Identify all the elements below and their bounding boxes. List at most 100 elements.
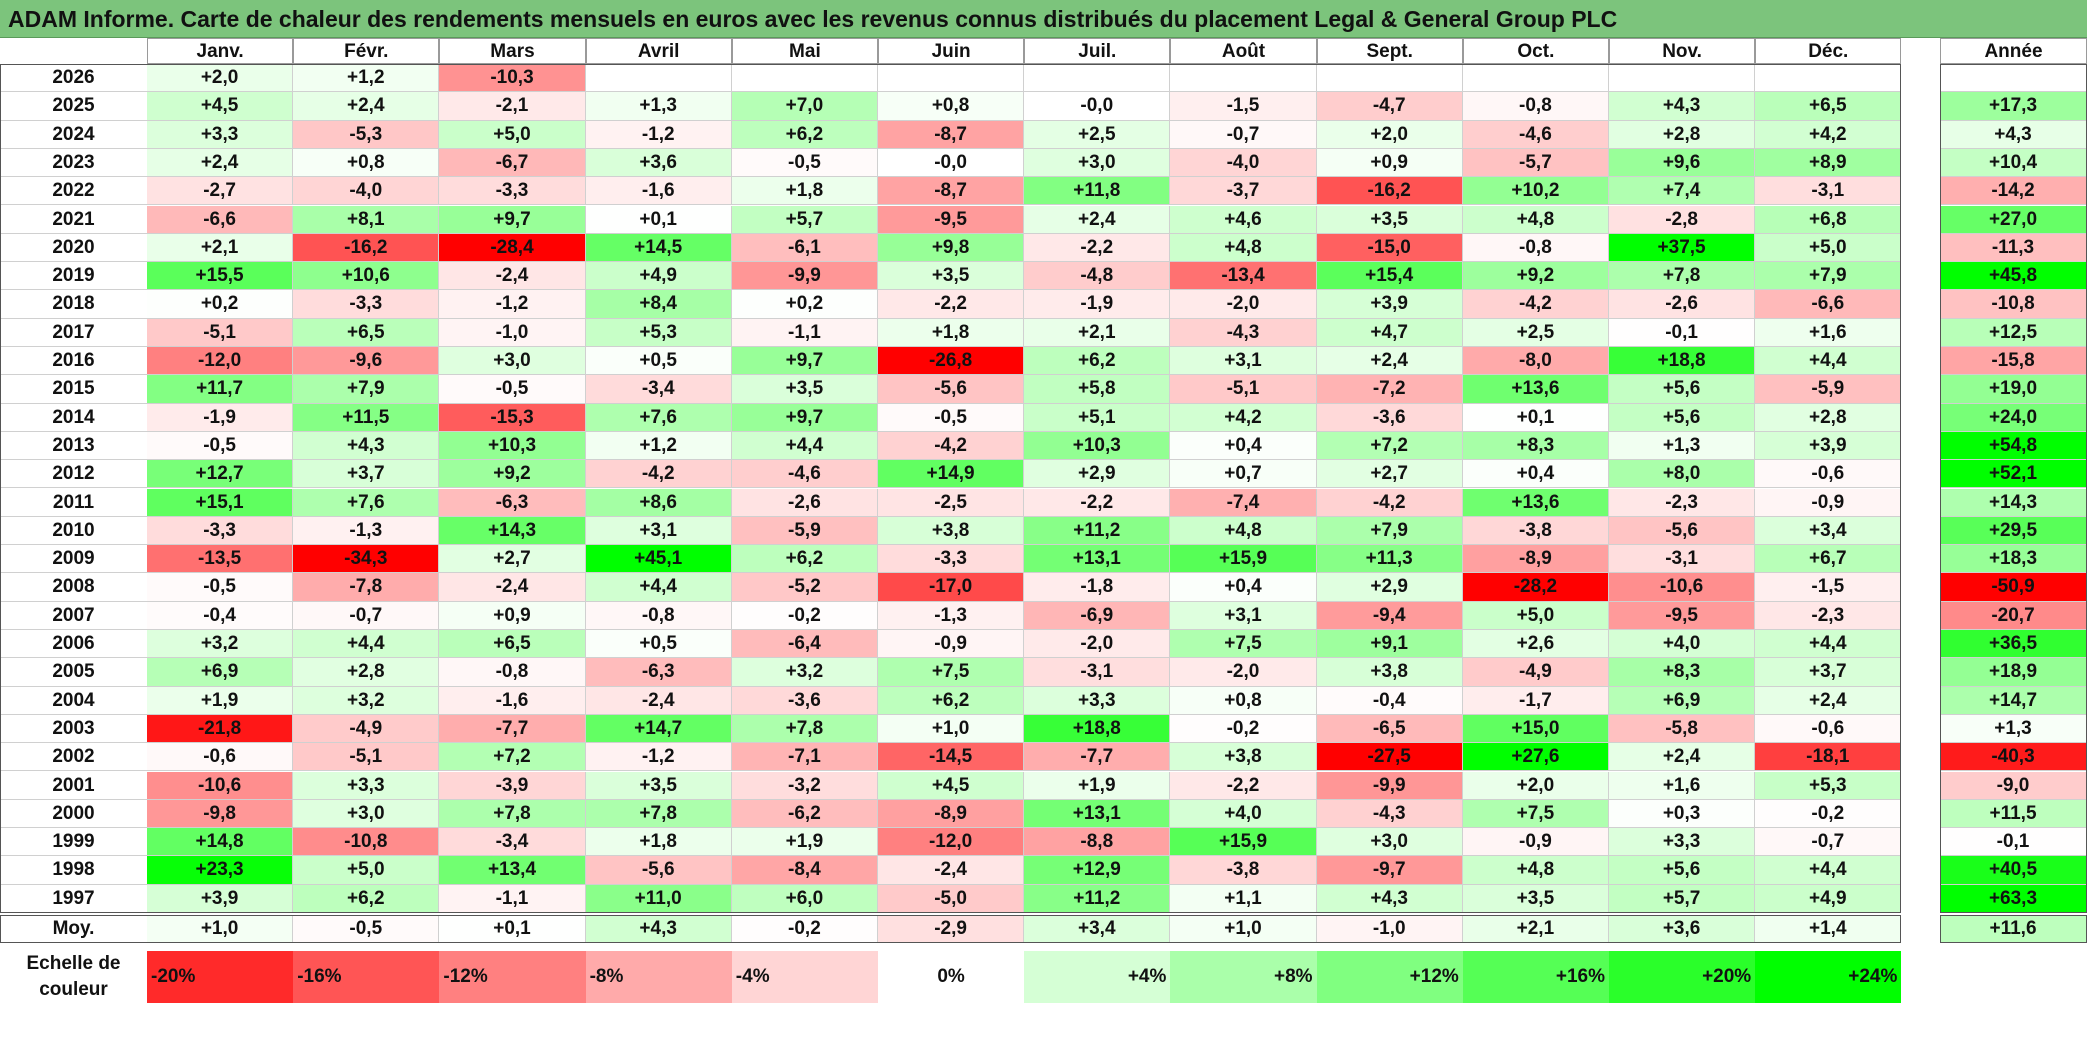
annual-cell: +52,1 — [1940, 460, 2087, 489]
heatmap-cell: -16,2 — [1316, 177, 1463, 206]
heatmap-cell: +15,9 — [1170, 828, 1317, 857]
heatmap-cell: +2,4 — [1316, 347, 1463, 376]
annual-cell: +24,0 — [1940, 403, 2087, 432]
heatmap-cell: -4,3 — [1170, 318, 1317, 347]
heatmap-cell: +15,1 — [147, 488, 294, 517]
heatmap-cell: +10,3 — [439, 431, 586, 461]
heatmap-cell: +2,1 — [147, 233, 294, 263]
annual-cell: -11,3 — [1940, 233, 2087, 263]
heatmap-cell: -3,6 — [1316, 403, 1463, 432]
heatmap-cell: -3,3 — [439, 177, 586, 206]
color-scale-step: +4% — [1024, 951, 1171, 1003]
heatmap-cell: -0,8 — [1462, 92, 1609, 121]
heatmap-cell: -4,6 — [1462, 120, 1609, 149]
heatmap-cell: -1,3 — [878, 601, 1025, 630]
heatmap-cell: +3,7 — [293, 460, 440, 489]
heatmap-cell: +3,2 — [293, 686, 440, 715]
heatmap-cell: +4,4 — [1755, 630, 1902, 659]
heatmap-cell: -2,6 — [1609, 290, 1756, 319]
heatmap-cell: +4,4 — [1755, 856, 1902, 885]
heatmap-cell: +9,7 — [731, 403, 878, 432]
annual-cell: -40,3 — [1940, 743, 2087, 772]
heatmap-cell: -2,2 — [1024, 488, 1171, 517]
heatmap-cell: -5,1 — [147, 318, 294, 347]
heatmap-cell: +4,7 — [1316, 318, 1463, 347]
heatmap-cell: -0,0 — [878, 148, 1025, 178]
heatmap-cell: -28,2 — [1462, 573, 1609, 602]
heatmap-cell: -6,6 — [147, 205, 294, 234]
heatmap-cell — [878, 64, 1025, 93]
annual-cell: +29,5 — [1940, 516, 2087, 546]
heatmap-cell: -15,0 — [1316, 233, 1463, 263]
heatmap-cell: -7,7 — [1024, 743, 1171, 772]
month-header: Déc. — [1755, 38, 1902, 64]
year-label: 2001 — [0, 771, 147, 800]
heatmap-cell: -0,9 — [878, 630, 1025, 659]
heatmap-cell: -9,5 — [878, 205, 1025, 234]
heatmap-cell: +2,1 — [1024, 318, 1171, 347]
average-cell: -0,5 — [293, 915, 440, 943]
heatmap-cell: -8,0 — [1462, 347, 1609, 376]
heatmap-cell: +4,0 — [1170, 799, 1317, 829]
heatmap-cell: +2,8 — [293, 658, 440, 687]
heatmap-cell: +1,9 — [731, 828, 878, 857]
heatmap-cell: -0,9 — [1462, 828, 1609, 857]
heatmap-cell: +7,6 — [293, 488, 440, 517]
color-scale-step: -8% — [585, 951, 732, 1003]
heatmap-cell: -0,8 — [1462, 233, 1609, 263]
heatmap-cell: +6,2 — [731, 120, 878, 149]
year-label: 1998 — [0, 856, 147, 885]
average-label: Moy. — [0, 915, 147, 943]
average-cell: -1,0 — [1316, 915, 1463, 943]
annual-cell: +14,3 — [1940, 488, 2087, 517]
average-cell: -0,2 — [731, 915, 878, 943]
heatmap-cell: -2,4 — [585, 686, 732, 715]
heatmap-cell: -0,7 — [293, 601, 440, 630]
heatmap-cell: -3,1 — [1755, 177, 1902, 206]
heatmap-cell: -5,1 — [1170, 375, 1317, 404]
heatmap-cell: +9,1 — [1316, 630, 1463, 659]
heatmap-cell: -16,2 — [293, 233, 440, 263]
heatmap-cell: -4,2 — [1462, 290, 1609, 319]
annual-cell: -20,7 — [1940, 601, 2087, 630]
heatmap-cell: -1,6 — [439, 686, 586, 715]
heatmap-cell: +2,5 — [1024, 120, 1171, 149]
heatmap-cell: +4,4 — [585, 573, 732, 602]
heatmap-cell: -10,3 — [439, 64, 586, 93]
heatmap-cell: -9,5 — [1609, 601, 1756, 630]
annual-cell: +63,3 — [1940, 884, 2087, 913]
annual-cell: -15,8 — [1940, 347, 2087, 376]
heatmap-cell: +2,4 — [1024, 205, 1171, 234]
heatmap-cell: -0,0 — [1024, 92, 1171, 121]
heatmap-cell: +15,5 — [147, 262, 294, 291]
heatmap-cell: +1,6 — [1755, 318, 1902, 347]
heatmap-cell — [1609, 64, 1756, 93]
heatmap-cell: +3,0 — [439, 347, 586, 376]
heatmap-cell: -2,0 — [1024, 630, 1171, 659]
heatmap-cell: +1,3 — [585, 92, 732, 121]
heatmap-cell: +1,9 — [1024, 771, 1171, 800]
heatmap-cell: +5,6 — [1609, 375, 1756, 404]
color-scale-label-line2: couleur — [39, 979, 108, 1000]
heatmap-cell: +7,2 — [1316, 431, 1463, 461]
heatmap-cell: -2,5 — [878, 488, 1025, 517]
heatmap-cell: +4,8 — [1462, 856, 1609, 885]
heatmap-cell: +2,0 — [1316, 120, 1463, 149]
heatmap-cell: -0,6 — [1755, 460, 1902, 489]
heatmap-cell: +14,5 — [585, 233, 732, 263]
heatmap-cell: +7,6 — [585, 403, 732, 432]
heatmap-cell: -18,1 — [1755, 743, 1902, 772]
year-label: 2014 — [0, 403, 147, 432]
heatmap-cell: +3,1 — [1170, 601, 1317, 630]
heatmap-cell: +8,6 — [585, 488, 732, 517]
color-scale-step: +16% — [1462, 951, 1609, 1003]
heatmap-cell: +6,7 — [1755, 545, 1902, 574]
heatmap-cell: -9,9 — [1316, 771, 1463, 800]
heatmap-cell: +9,8 — [878, 233, 1025, 263]
heatmap-cell: -3,8 — [1462, 516, 1609, 546]
heatmap-cell: +2,4 — [1755, 686, 1902, 715]
year-label: 2019 — [0, 262, 147, 291]
heatmap-cell: -1,9 — [147, 403, 294, 432]
heatmap-cell: -2,2 — [878, 290, 1025, 319]
year-label: 2003 — [0, 714, 147, 744]
